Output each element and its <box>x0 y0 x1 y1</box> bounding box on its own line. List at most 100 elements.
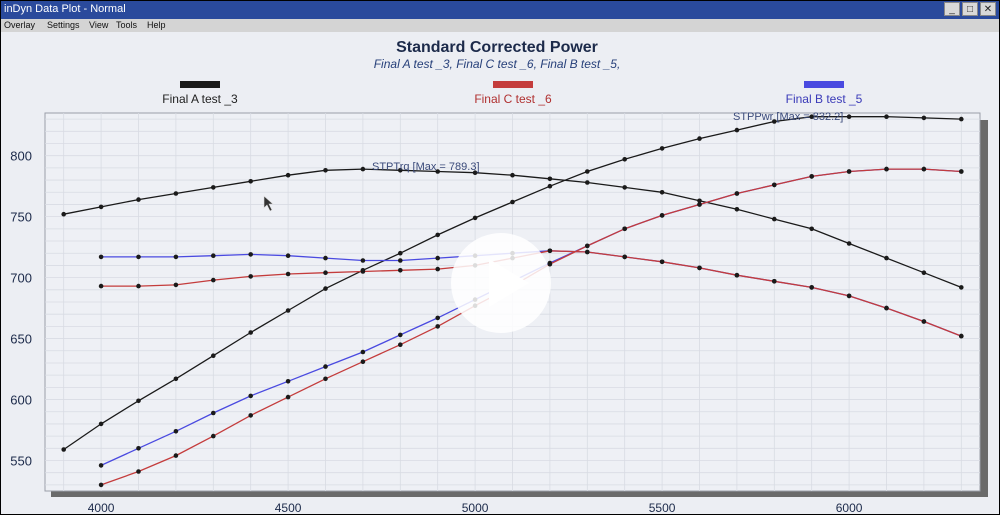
data-point <box>734 127 740 133</box>
menu-view[interactable]: View <box>89 20 109 30</box>
data-point <box>697 202 702 207</box>
data-point <box>285 308 291 313</box>
data-point <box>173 254 179 260</box>
data-point <box>173 376 179 382</box>
y-tick-label: 550 <box>10 454 32 469</box>
chart-title: Standard Corrected Power <box>396 39 598 56</box>
data-point <box>248 413 253 418</box>
data-point <box>734 191 740 196</box>
legend-swatch-c <box>493 81 533 88</box>
plot-frame-shadow-right <box>980 120 988 497</box>
data-point <box>547 183 553 189</box>
menu-settings[interactable]: Settings <box>47 20 80 30</box>
data-point <box>173 282 179 288</box>
data-point <box>697 136 702 141</box>
y-tick-label: 700 <box>10 271 32 286</box>
data-point <box>136 283 141 289</box>
data-point <box>285 271 291 277</box>
y-tick-label: 650 <box>10 332 32 347</box>
data-point <box>360 166 366 172</box>
data-point <box>622 254 627 260</box>
data-point <box>921 115 927 121</box>
data-point <box>173 453 179 458</box>
menu-help[interactable]: Help <box>147 20 166 30</box>
data-point <box>585 169 590 174</box>
data-point <box>846 241 852 246</box>
data-point <box>323 270 328 276</box>
data-point <box>435 266 441 272</box>
data-point <box>211 185 216 190</box>
data-point <box>323 286 328 291</box>
legend-label-b: Final B test _5 <box>786 92 863 106</box>
data-point <box>360 269 366 274</box>
data-point <box>585 243 590 249</box>
menu-bar: Overlay Settings View Tools Help <box>0 19 1000 32</box>
data-point <box>98 254 104 260</box>
data-point <box>360 349 366 355</box>
data-point <box>734 272 740 278</box>
data-point <box>360 359 366 365</box>
chart-subtitle: Final A test _3, Final C test _6, Final … <box>374 57 621 71</box>
data-point <box>98 421 104 427</box>
data-point <box>659 146 665 151</box>
data-point <box>98 283 104 289</box>
y-tick-label: 600 <box>10 393 32 408</box>
y-tick-label: 750 <box>10 210 32 225</box>
x-tick-label: 6000 <box>836 501 863 515</box>
data-point <box>360 258 366 263</box>
data-point <box>248 252 253 257</box>
data-point <box>211 277 216 283</box>
data-point <box>585 180 590 185</box>
data-point <box>98 463 104 468</box>
data-point <box>173 429 179 434</box>
data-point <box>398 342 403 348</box>
data-point <box>211 353 216 359</box>
menu-overlay[interactable]: Overlay <box>4 20 36 30</box>
data-point <box>921 166 927 172</box>
minimize-button[interactable]: _ <box>944 2 960 16</box>
data-point <box>285 253 291 258</box>
menu-tools[interactable]: Tools <box>116 20 138 30</box>
annotation-stppwr: STPPwr [Max = 832.2] <box>733 111 843 123</box>
maximize-button[interactable]: □ <box>962 2 978 16</box>
x-tick-label: 4000 <box>88 501 115 515</box>
data-point <box>323 168 328 173</box>
data-point <box>136 254 141 260</box>
data-point <box>959 169 964 174</box>
data-point <box>809 174 814 179</box>
data-point <box>136 469 141 474</box>
data-point <box>398 268 403 273</box>
data-point <box>323 255 328 261</box>
data-point <box>921 319 927 324</box>
legend-swatch-a <box>180 81 220 88</box>
data-point <box>435 169 441 174</box>
data-point <box>772 119 777 124</box>
y-tick-label: 800 <box>10 149 32 164</box>
x-tick-label: 4500 <box>275 501 302 515</box>
x-tick-label: 5500 <box>649 501 676 515</box>
data-point <box>659 259 665 265</box>
data-point <box>398 332 403 338</box>
data-point <box>585 249 590 255</box>
data-point <box>884 255 889 261</box>
legend-label-a: Final A test _3 <box>162 92 238 106</box>
data-point <box>547 176 553 182</box>
data-point <box>659 190 665 195</box>
data-point <box>697 265 702 271</box>
data-point <box>323 364 328 369</box>
data-point <box>61 447 66 452</box>
close-button[interactable]: ✕ <box>980 2 996 16</box>
data-point <box>772 182 777 188</box>
data-point <box>959 333 964 339</box>
data-point <box>959 116 964 122</box>
data-point <box>659 213 665 218</box>
data-point <box>398 250 403 256</box>
data-point <box>884 114 889 119</box>
data-point <box>884 305 889 311</box>
data-point <box>435 255 441 261</box>
data-point <box>846 114 852 119</box>
data-point <box>846 293 852 299</box>
data-point <box>959 285 964 290</box>
data-point <box>734 207 740 212</box>
play-button[interactable] <box>451 233 551 333</box>
